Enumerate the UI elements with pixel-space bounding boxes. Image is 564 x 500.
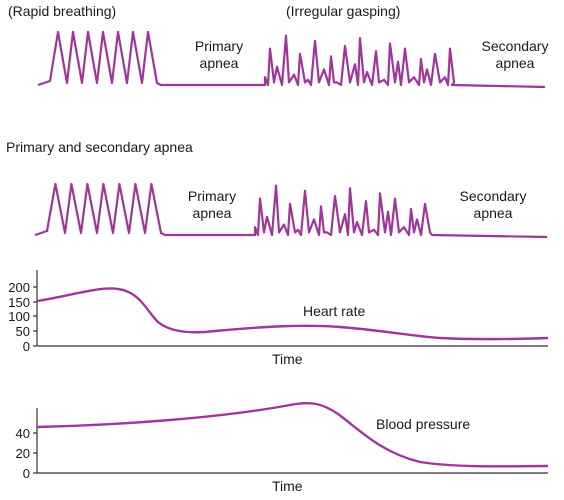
blood-pressure-tick-label-0: 0 xyxy=(22,466,30,481)
label-top-primary-line1: Primary xyxy=(194,38,244,54)
blood-pressure-tick-label-20: 20 xyxy=(15,446,30,461)
heart-rate-tick-label-150: 150 xyxy=(8,295,30,310)
label-mid-secondary-apnea: Secondary apnea xyxy=(448,188,538,222)
section-title-primary-secondary-apnea: Primary and secondary apnea xyxy=(6,139,193,155)
label-top-primary-apnea: Primary apnea xyxy=(188,38,250,72)
top-breathing-trace xyxy=(37,30,546,89)
heart-rate-tick-label-100: 100 xyxy=(8,309,30,324)
label-top-secondary-line1: Secondary xyxy=(481,38,549,54)
blood-pressure-tick-label-40: 40 xyxy=(15,426,30,441)
blood-pressure-series-label: Blood pressure xyxy=(376,416,471,432)
blood-pressure-curve xyxy=(36,401,549,468)
label-mid-primary-apnea: Primary apnea xyxy=(180,188,244,222)
blood-pressure-x-axis-label: Time xyxy=(272,478,303,494)
heart-rate-tick-label-200: 200 xyxy=(8,280,30,295)
label-mid-primary-line1: Primary xyxy=(187,188,237,204)
heart-rate-curve xyxy=(36,287,549,341)
label-mid-secondary-line1: Secondary xyxy=(459,188,527,204)
label-irregular-gasping: (Irregular gasping) xyxy=(286,3,401,19)
heart-rate-series-label: Heart rate xyxy=(303,303,366,319)
label-mid-secondary-line2: apnea xyxy=(473,205,513,221)
middle-breathing-trace xyxy=(34,182,548,239)
heart-rate-tick-label-50: 50 xyxy=(15,324,30,339)
label-top-primary-line2: apnea xyxy=(199,55,239,71)
heart-rate-x-axis-label: Time xyxy=(272,351,303,367)
heart-rate-tick-label-0: 0 xyxy=(22,339,30,354)
label-mid-primary-line2: apnea xyxy=(192,205,232,221)
label-rapid-breathing: (Rapid breathing) xyxy=(8,3,117,19)
label-top-secondary-apnea: Secondary apnea xyxy=(472,38,558,72)
label-top-secondary-line2: apnea xyxy=(495,55,535,71)
